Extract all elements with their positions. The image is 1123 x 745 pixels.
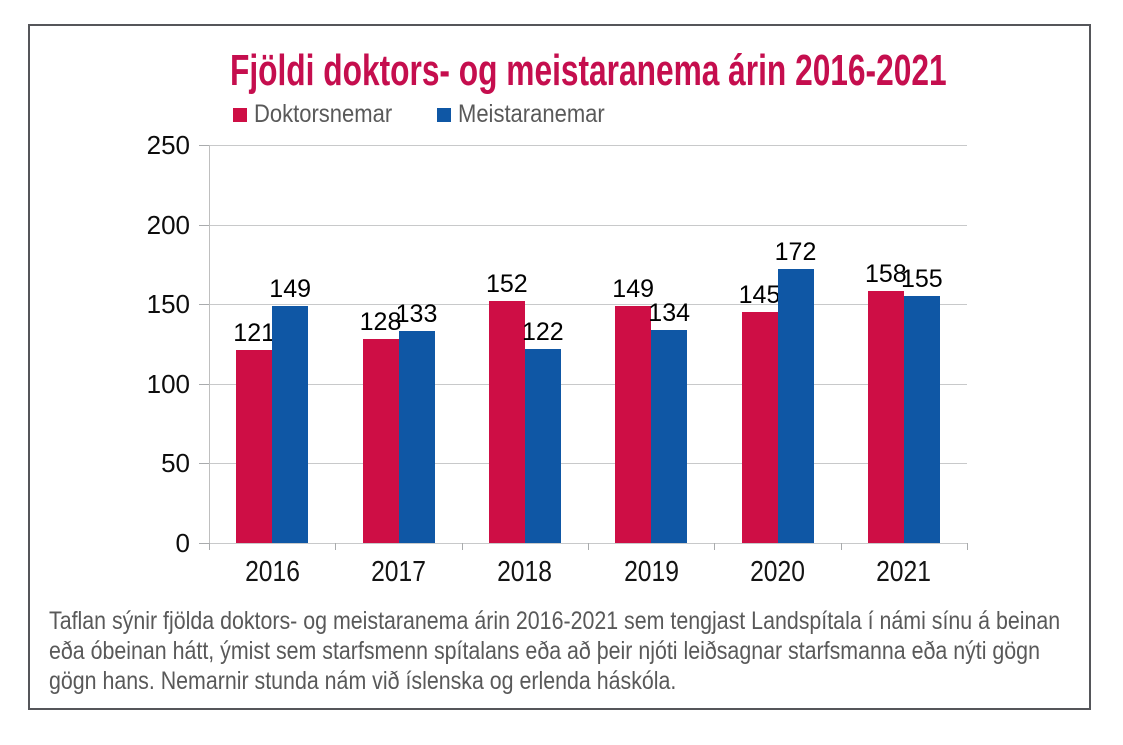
legend-swatch-doktorsnemar xyxy=(233,107,247,122)
caption-line-2: eða óbeinan hátt, ýmist sem starfsmenn s… xyxy=(49,637,1040,665)
legend-swatch-meistaranemar xyxy=(437,107,451,122)
legend-label-meistaranemar: Meistaranemar xyxy=(458,100,605,128)
chart-title: Fjöldi doktors- og meistaranema árin 201… xyxy=(230,46,947,95)
legend-label-doktorsnemar: Doktorsnemar xyxy=(254,100,393,128)
legend-item-meistaranemar: Meistaranemar xyxy=(437,100,625,129)
legend: Doktorsnemar Meistaranemar xyxy=(233,100,625,129)
legend-item-doktorsnemar: Doktorsnemar xyxy=(233,100,411,129)
chart-frame xyxy=(28,24,1091,710)
caption-line-1: Taflan sýnir fjölda doktors- og meistara… xyxy=(49,607,1061,635)
caption-line-3: gögn hans. Nemarnir stunda nám við íslen… xyxy=(49,667,677,695)
caption: Taflan sýnir fjölda doktors- og meistara… xyxy=(49,606,1123,696)
